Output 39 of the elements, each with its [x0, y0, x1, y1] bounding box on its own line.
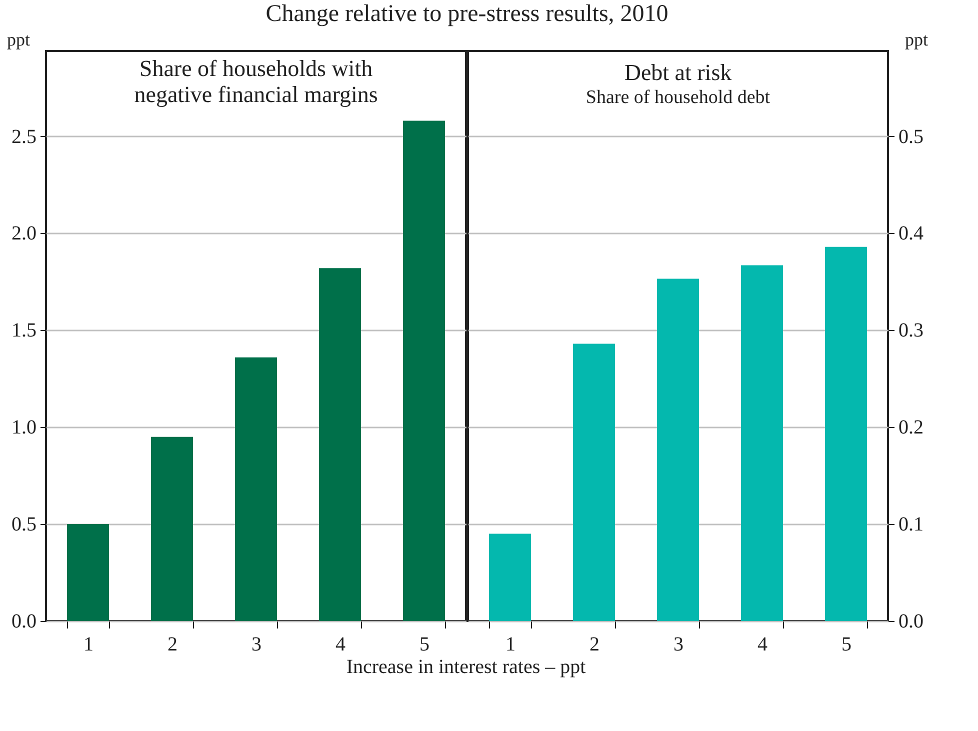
y-tick-label: 0.4 [898, 222, 924, 245]
x-tick-label: 4 [758, 634, 768, 656]
y-tick-label: 1.0 [12, 416, 36, 439]
bar [319, 268, 361, 621]
bar [741, 265, 783, 621]
y-tick-label: 0.1 [898, 514, 924, 536]
bar [403, 120, 445, 621]
x-tick-label: 4 [336, 634, 346, 656]
x-tick-label: 2 [590, 634, 600, 656]
text: Change relative to pre-stress results, 2010 [266, 1, 668, 27]
bar [657, 278, 699, 621]
x-axis-title: Increase in interest rates – ppt [346, 656, 586, 678]
y-axis-title: ppt [904, 30, 928, 50]
y-tick-label: 2.5 [12, 126, 36, 148]
bar [489, 534, 531, 621]
y-tick-label: 0.0 [12, 610, 36, 632]
y-tick-label: 0.2 [898, 416, 924, 439]
bar [151, 436, 193, 621]
x-tick-label: 3 [252, 634, 262, 656]
text: Share of household debt [586, 87, 771, 108]
y-tick-label: 0.0 [898, 610, 924, 632]
bar [825, 246, 867, 621]
x-tick-label: 2 [168, 634, 178, 656]
bar [573, 344, 615, 621]
bar [67, 524, 109, 621]
y-axis-title: ppt [6, 30, 30, 50]
bar [235, 357, 277, 621]
x-tick-label: 5 [420, 634, 430, 656]
y-tick-label: 0.5 [898, 126, 924, 148]
x-tick-label: 1 [506, 634, 516, 656]
text: Share of households with negative financial margins [134, 56, 378, 107]
x-tick-label: 3 [674, 634, 684, 656]
y-tick-label: 0.3 [898, 320, 924, 342]
y-tick-label: 0.5 [12, 514, 36, 536]
y-tick-label: 2.0 [12, 222, 36, 245]
chart-title: Debt at risk [624, 60, 732, 85]
x-tick-label: 1 [84, 634, 94, 656]
x-tick-label: 5 [842, 634, 852, 656]
y-tick-label: 1.5 [12, 320, 36, 342]
